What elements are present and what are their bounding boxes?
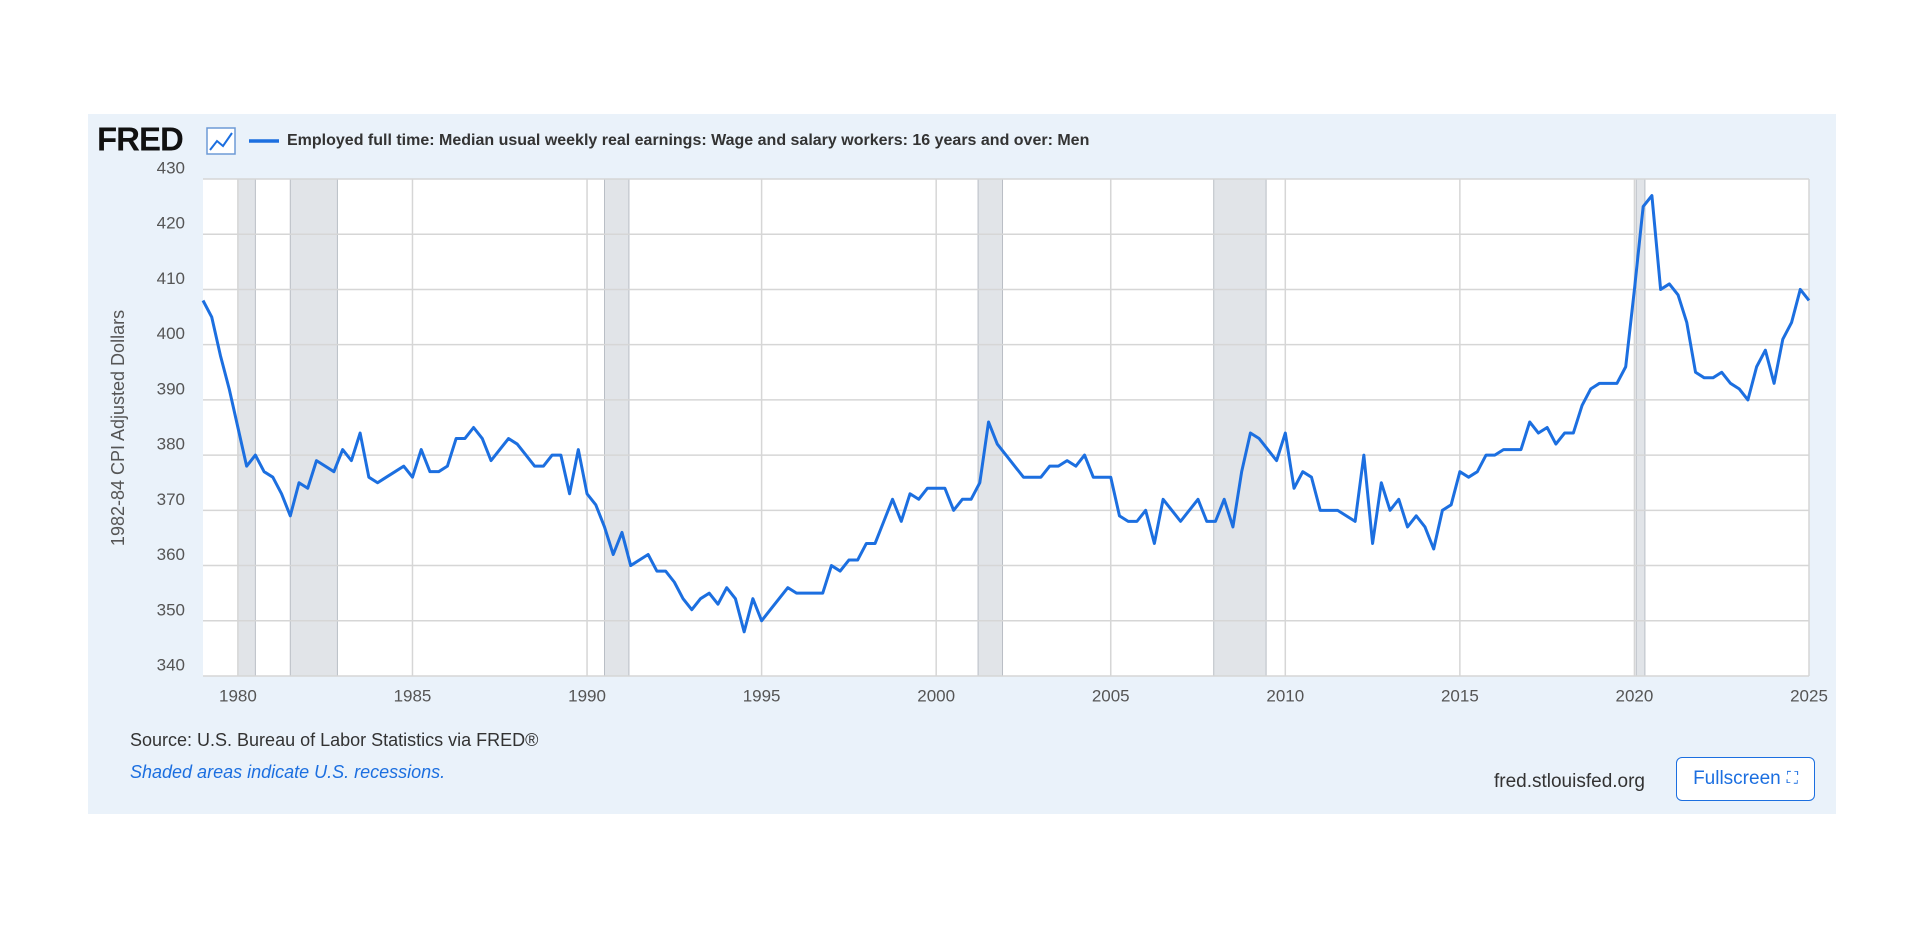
x-tick-label: 1990 (568, 686, 606, 705)
button-icon: ⛶ (1786, 770, 1798, 787)
x-tick-label: 2020 (1616, 686, 1654, 705)
y-tick-label: 400 (157, 324, 185, 343)
x-tick-label: 2005 (1092, 686, 1130, 705)
recession-note: Shaded areas indicate U.S. recessions. (130, 762, 445, 782)
recession-band (237, 178, 256, 677)
button-label: Fullscreen (1693, 768, 1781, 789)
y-tick-label: 390 (157, 379, 185, 398)
recession-band (1213, 178, 1267, 677)
y-axis-label: 1982-84 CPI Adjusted Dollars (108, 310, 128, 546)
x-tick-label: 2015 (1441, 686, 1479, 705)
fullscreen-button[interactable]: Fullscreen ⛶ (1676, 757, 1815, 801)
x-tick-label: 1985 (394, 686, 432, 705)
series-line (201, 194, 1811, 634)
y-tick-label: 350 (157, 600, 185, 619)
x-tick-label: 2010 (1266, 686, 1304, 705)
logo-icon (206, 127, 236, 155)
plot-area (203, 179, 1809, 676)
recession-band (604, 178, 630, 677)
site-link: fred.stlouisfed.org (1494, 771, 1645, 792)
y-tick-label: 380 (157, 435, 185, 454)
y-tick-label: 370 (157, 490, 185, 509)
y-tick-label: 410 (157, 269, 185, 288)
y-tick-label: 420 (157, 214, 185, 233)
y-tick-label: 430 (157, 158, 185, 177)
logo: FRED (97, 121, 183, 158)
x-tick-label: 1995 (743, 686, 781, 705)
y-tick-label: 340 (157, 655, 185, 674)
x-tick-label: 2025 (1790, 686, 1828, 705)
recession-band (289, 178, 338, 677)
legend-label: Employed full time: Median usual weekly … (287, 132, 1089, 149)
x-tick-label: 2000 (917, 686, 955, 705)
source: Source: U.S. Bureau of Labor Statistics … (130, 730, 538, 750)
y-tick-label: 360 (157, 545, 185, 564)
x-tick-label: 1980 (219, 686, 257, 705)
